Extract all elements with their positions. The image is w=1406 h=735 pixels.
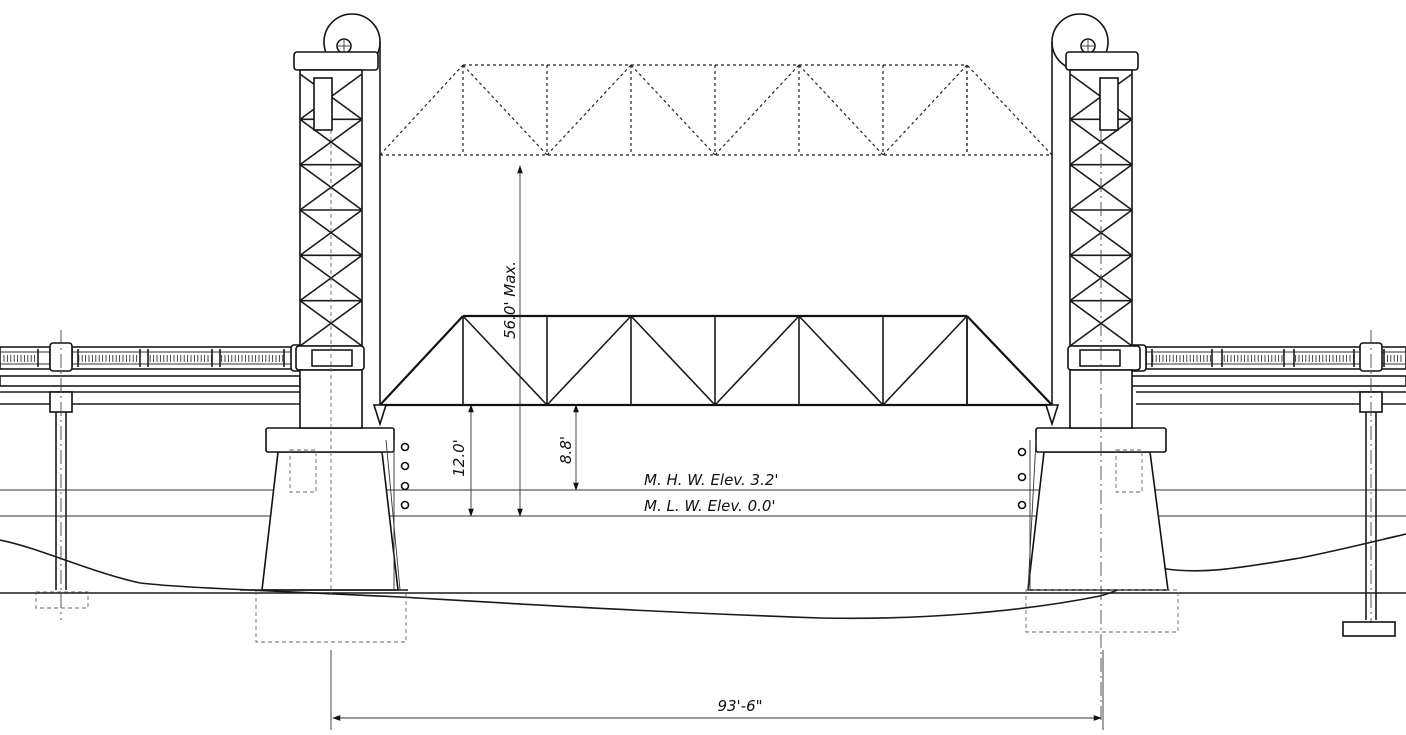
diagonal-member xyxy=(714,315,800,406)
right-pier-footing xyxy=(1025,589,1179,633)
diagonal-member xyxy=(882,64,968,156)
left-bent-footing xyxy=(35,591,89,609)
lift-span-lowered-position xyxy=(372,314,1060,427)
mhw-clearance-label: 8.8' xyxy=(557,436,575,464)
diagonal-member xyxy=(714,64,800,156)
diagonal-member xyxy=(630,315,716,406)
end-post xyxy=(379,64,464,156)
lift-span-raised-position xyxy=(379,64,1053,156)
diagonal-member xyxy=(546,315,632,406)
mlw-label: M. L. W. Elev. 0.0' xyxy=(644,497,776,515)
tower-brace xyxy=(299,209,363,256)
diagonal-member xyxy=(462,64,548,156)
diagonal-member xyxy=(630,64,716,156)
tower-brace xyxy=(299,300,363,347)
span-dimension: 93'-6" xyxy=(330,650,1104,730)
right-tower xyxy=(1051,13,1141,720)
raised-clearance-label: 56.0' Max. xyxy=(501,261,519,339)
right-bearing xyxy=(1044,404,1060,427)
water-level-lines xyxy=(0,489,1406,594)
left-tower-top-cap xyxy=(293,51,379,71)
left-counterweight xyxy=(313,77,333,131)
left-pier-cap xyxy=(265,427,395,453)
end-post xyxy=(379,315,464,406)
right-counterweight xyxy=(1099,77,1119,131)
right-approach-deck xyxy=(1121,375,1406,387)
mlw-clearance-label: 12.0' xyxy=(450,439,468,477)
span-dimension-label: 93'-6" xyxy=(717,697,762,715)
diagonal-member xyxy=(546,64,632,156)
end-post xyxy=(966,315,1053,406)
end-post xyxy=(966,64,1053,156)
diagonal-member xyxy=(798,64,884,156)
left-approach-deck xyxy=(0,375,301,387)
left-bearing xyxy=(372,404,388,427)
right-tower-top-cap xyxy=(1065,51,1139,71)
left-pier-shaft xyxy=(261,451,399,591)
tower-brace xyxy=(299,118,363,166)
diagonal-member xyxy=(882,315,968,406)
right-pier-shaft xyxy=(1027,451,1169,591)
right-bent-footing xyxy=(1342,621,1396,637)
diagonal-member xyxy=(462,315,548,406)
left-pier-footing xyxy=(255,589,407,643)
clearance-dimensions: 56.0' Max. 12.0' 8.8' xyxy=(450,165,579,517)
right-pier xyxy=(1017,427,1179,633)
ground-profile xyxy=(0,533,1406,620)
diagonal-member xyxy=(798,315,884,406)
left-tower xyxy=(293,13,381,595)
mhw-label: M. H. W. Elev. 3.2' xyxy=(644,471,778,489)
left-pier xyxy=(240,427,410,643)
